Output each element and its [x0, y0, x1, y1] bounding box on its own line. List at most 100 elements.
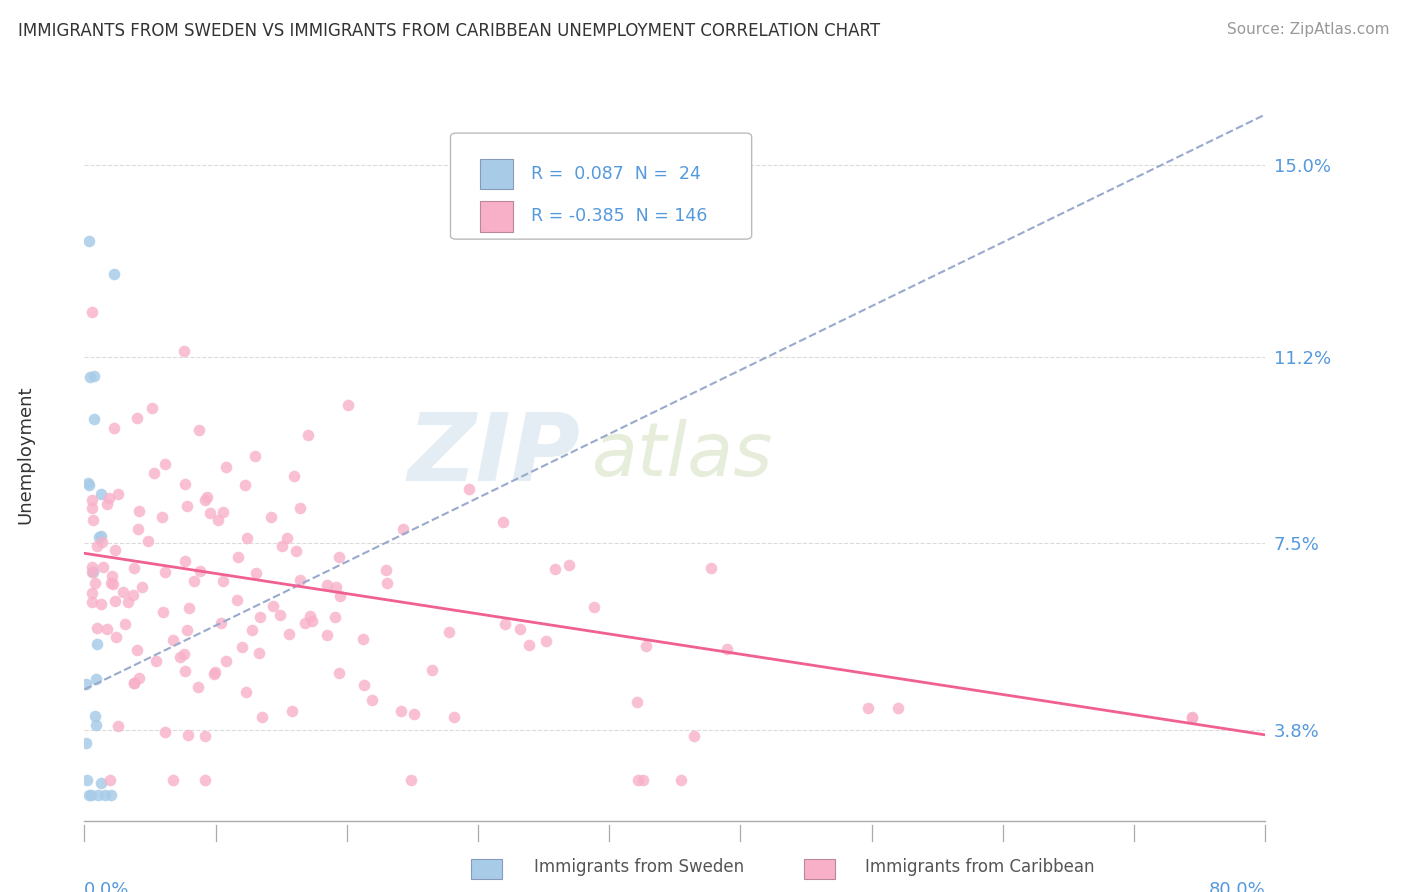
Point	[80, 565, 103, 579]
Point	[83, 411, 105, 425]
Point	[91, 559, 114, 574]
Point	[77, 789, 100, 803]
Point	[131, 581, 153, 595]
Point	[270, 539, 292, 553]
Point	[247, 646, 270, 660]
Point	[153, 566, 176, 580]
Point	[194, 729, 217, 743]
Point	[173, 647, 195, 661]
Point	[290, 500, 312, 515]
Point	[329, 590, 352, 604]
Point	[91, 535, 114, 549]
Point	[399, 773, 422, 788]
Point	[187, 680, 209, 694]
Text: 0.0%: 0.0%	[84, 881, 129, 892]
Point	[235, 685, 257, 699]
Point	[361, 693, 384, 707]
Point	[127, 522, 149, 536]
Point	[142, 466, 165, 480]
Point	[96, 622, 118, 636]
Point	[162, 633, 184, 648]
Point	[80, 305, 103, 319]
Point	[194, 492, 217, 507]
Point	[301, 615, 323, 629]
Point	[634, 639, 657, 653]
Point	[83, 709, 105, 723]
Point	[128, 671, 150, 685]
FancyBboxPatch shape	[479, 159, 513, 189]
Point	[280, 705, 302, 719]
Point	[96, 497, 118, 511]
Point	[626, 695, 648, 709]
Point	[155, 725, 177, 739]
Point	[226, 549, 249, 564]
Point	[669, 773, 692, 788]
Point	[117, 595, 139, 609]
Point	[86, 637, 108, 651]
Point	[212, 574, 235, 588]
Point	[299, 609, 322, 624]
Point	[215, 460, 238, 475]
Point	[328, 665, 350, 680]
Point	[200, 506, 222, 520]
Point	[389, 704, 412, 718]
Point	[494, 616, 516, 631]
Point	[699, 561, 721, 575]
Point	[77, 477, 100, 491]
Point	[80, 595, 103, 609]
Point	[187, 423, 209, 437]
Point	[111, 585, 134, 599]
Point	[107, 719, 129, 733]
Point	[136, 534, 159, 549]
Point	[75, 736, 97, 750]
Point	[162, 773, 184, 788]
Point	[101, 577, 124, 591]
Point	[104, 594, 127, 608]
Text: ZIP: ZIP	[408, 409, 581, 501]
Point	[336, 398, 359, 412]
Point	[103, 543, 125, 558]
Point	[100, 789, 122, 803]
Point	[325, 609, 347, 624]
Point	[582, 599, 605, 614]
Point	[80, 493, 103, 508]
Point	[188, 564, 211, 578]
Point	[278, 627, 301, 641]
Point	[86, 789, 108, 803]
Point	[122, 675, 145, 690]
Point	[79, 369, 101, 384]
Point	[245, 449, 267, 463]
Point	[122, 561, 145, 575]
Point	[627, 773, 650, 788]
Point	[276, 531, 298, 545]
Point	[209, 615, 232, 630]
Point	[284, 543, 307, 558]
Point	[437, 625, 460, 640]
Point	[392, 522, 415, 536]
Point	[76, 773, 98, 788]
Point	[141, 401, 163, 416]
Point	[288, 573, 311, 587]
Point	[77, 234, 100, 248]
Point	[183, 574, 205, 588]
Point	[90, 529, 112, 543]
Point	[90, 487, 112, 501]
Point	[352, 632, 374, 646]
Text: R =  0.087  N =  24: R = 0.087 N = 24	[531, 165, 700, 183]
Point	[153, 457, 176, 471]
Point	[100, 569, 122, 583]
Point	[98, 773, 121, 788]
Point	[174, 664, 197, 678]
Point	[87, 530, 110, 544]
Point	[80, 586, 103, 600]
Point	[90, 775, 112, 789]
Point	[492, 515, 515, 529]
Point	[84, 576, 107, 591]
Point	[887, 701, 910, 715]
Point	[375, 575, 398, 590]
Point	[631, 773, 654, 788]
Point	[84, 718, 107, 732]
Point	[86, 539, 108, 553]
FancyBboxPatch shape	[479, 201, 513, 232]
Point	[94, 789, 117, 803]
